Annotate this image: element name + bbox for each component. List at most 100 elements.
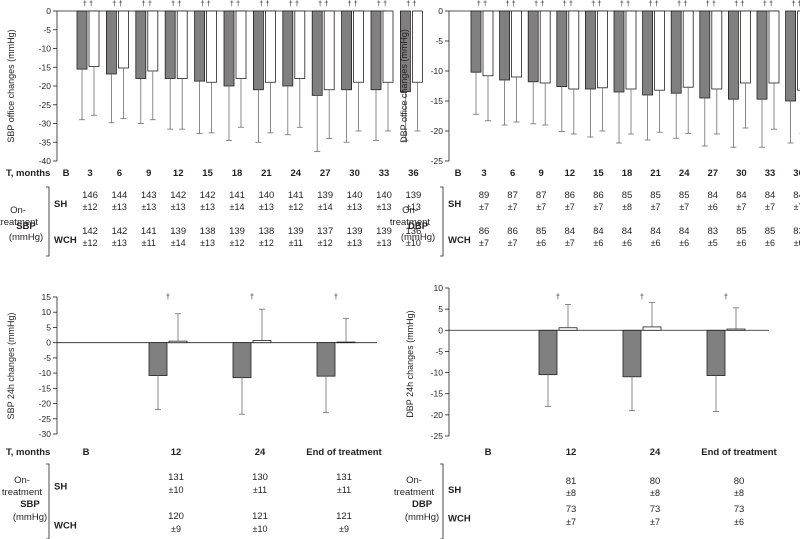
y-tick-label: -20 xyxy=(39,399,52,409)
bar-wch-24 xyxy=(642,326,662,331)
table-mean-value: 85 xyxy=(736,226,747,237)
table-sd-value: ±13 xyxy=(347,202,362,212)
side-label-line2: treatment xyxy=(2,487,42,498)
unit-label: (mmHg) xyxy=(13,512,47,523)
table-mean-value: 87 xyxy=(507,190,518,201)
row-group-sh: SH xyxy=(54,199,67,210)
table-mean-value: 85 xyxy=(679,190,690,201)
table-column-header: 36 xyxy=(793,168,800,179)
bar-sh-15 xyxy=(194,10,206,82)
table-sd-value: ±13 xyxy=(112,202,127,212)
table-mean-value: 141 xyxy=(141,226,157,237)
table-sd-value: ±11 xyxy=(142,238,156,248)
bar-wch-9 xyxy=(539,10,551,84)
chart-1: 0 -5 -10 -15 -20 -25 -30 -35 -40 SBP office chang… xyxy=(0,0,423,257)
table-sd-value: ±7 xyxy=(566,517,576,527)
table-column-header: 6 xyxy=(117,168,122,179)
bar-sh-21 xyxy=(252,10,264,91)
y-tick-label: 15 xyxy=(42,292,52,302)
y-tick-label: -5 xyxy=(435,36,443,46)
significance-dagger: † † xyxy=(200,0,210,8)
chart-2: 0 -5 -10 -15 -20 -25 DBP office changes (mmHg)… xyxy=(390,0,800,257)
table-mean-value: 83 xyxy=(708,226,719,237)
significance-dagger: † † xyxy=(83,0,93,8)
table-column-header: End of treatment xyxy=(306,447,382,458)
bar-sh-12 xyxy=(148,342,168,376)
significance-dagger: † † xyxy=(477,0,487,8)
bar-sh-30 xyxy=(341,10,353,91)
table-mean-value: 120 xyxy=(168,511,184,522)
side-label-line1: On- xyxy=(10,205,26,216)
table-sd-value: ±6 xyxy=(593,238,603,248)
table-column-header: 6 xyxy=(510,168,515,179)
table-bracket xyxy=(440,186,444,257)
row-group-sh: SH xyxy=(54,482,67,493)
significance-dagger: † † xyxy=(534,0,544,8)
y-tick-label: -20 xyxy=(431,410,444,420)
table-sd-value: ±7 xyxy=(765,202,775,212)
bar-wch-18 xyxy=(625,10,637,90)
bar-wch-12 xyxy=(558,327,578,331)
table-mean-value: 139 xyxy=(317,190,333,201)
table-sd-value: ±12 xyxy=(318,238,333,248)
significance-dagger: † xyxy=(556,292,560,301)
table-mean-value: 142 xyxy=(200,190,216,201)
significance-dagger: † † xyxy=(318,0,328,8)
table-mean-value: 73 xyxy=(566,504,577,515)
table-mean-value: 136 xyxy=(405,226,421,237)
table-sd-value: ±7 xyxy=(565,238,575,248)
significance-dagger: † † xyxy=(289,0,299,8)
significance-dagger: † xyxy=(250,292,254,301)
significance-dagger: † † xyxy=(620,0,630,8)
bar-sh-33 xyxy=(756,10,768,100)
y-tick-label: -15 xyxy=(431,389,444,399)
y-tick-label: 5 xyxy=(438,304,443,314)
table-mean-value: 131 xyxy=(336,472,352,483)
chart-4: 10 5 0 -5 -10 -15 -20 -25 DBP 24h changes (mmHg)… xyxy=(394,283,778,539)
y-tick-label: -10 xyxy=(431,368,444,378)
bar-sh-12 xyxy=(538,329,558,376)
bar-wch-27 xyxy=(323,10,335,91)
y-tick-label: -20 xyxy=(431,126,444,136)
table-sd-value: ±5 xyxy=(708,238,718,248)
table-mean-value: 139 xyxy=(288,226,304,237)
table-mean-value: 139 xyxy=(376,226,392,237)
bar-wch-33 xyxy=(768,10,780,84)
table-column-header: 15 xyxy=(593,168,604,179)
table-baseline-label: B xyxy=(485,447,492,458)
table-sd-value: ±7 xyxy=(508,238,518,248)
y-tick-label: -15 xyxy=(39,62,52,72)
bar-sh-15 xyxy=(585,10,596,90)
table-sd-value: ±10 xyxy=(406,238,421,248)
bar-wch-15 xyxy=(206,10,218,83)
table-mean-value: 139 xyxy=(405,190,421,201)
table-column-header: 27 xyxy=(320,168,331,179)
table-sd-value: ±13 xyxy=(259,202,274,212)
table-sd-value: ±12 xyxy=(259,238,274,248)
y-tick-label: -40 xyxy=(39,156,52,166)
table-sd-value: ±8 xyxy=(566,488,576,498)
table-mean-value: 141 xyxy=(229,190,245,201)
table-column-header: 21 xyxy=(261,168,272,179)
table-sd-value: ±13 xyxy=(406,202,421,212)
table-column-header: 15 xyxy=(202,168,213,179)
y-axis-label: SBP office changes (mmHg) xyxy=(6,29,16,142)
bar-sh-30 xyxy=(728,10,739,100)
chart-3: 15 10 5 0 -5 -10 -15 -20 -25 -30 SBP 24h changes (… xyxy=(2,292,383,539)
side-label-line1: On- xyxy=(406,475,422,486)
bar-wch-6 xyxy=(118,10,129,69)
table-mean-value: 140 xyxy=(376,190,392,201)
table-mean-value: 89 xyxy=(479,190,490,201)
bar-sh-End of treatment xyxy=(316,342,336,377)
row-group-wch: WCH xyxy=(54,235,77,246)
significance-dagger: † † xyxy=(591,0,601,8)
table-column-header: 27 xyxy=(708,168,719,179)
table-mean-value: 87 xyxy=(536,190,547,201)
table-sd-value: ±7 xyxy=(736,202,746,212)
table-sd-value: ±14 xyxy=(230,202,245,212)
y-tick-label: -35 xyxy=(39,137,52,147)
table-baseline-label: B xyxy=(455,168,462,179)
y-tick-label: -20 xyxy=(39,81,52,91)
table-mean-value: 84 xyxy=(708,190,719,201)
